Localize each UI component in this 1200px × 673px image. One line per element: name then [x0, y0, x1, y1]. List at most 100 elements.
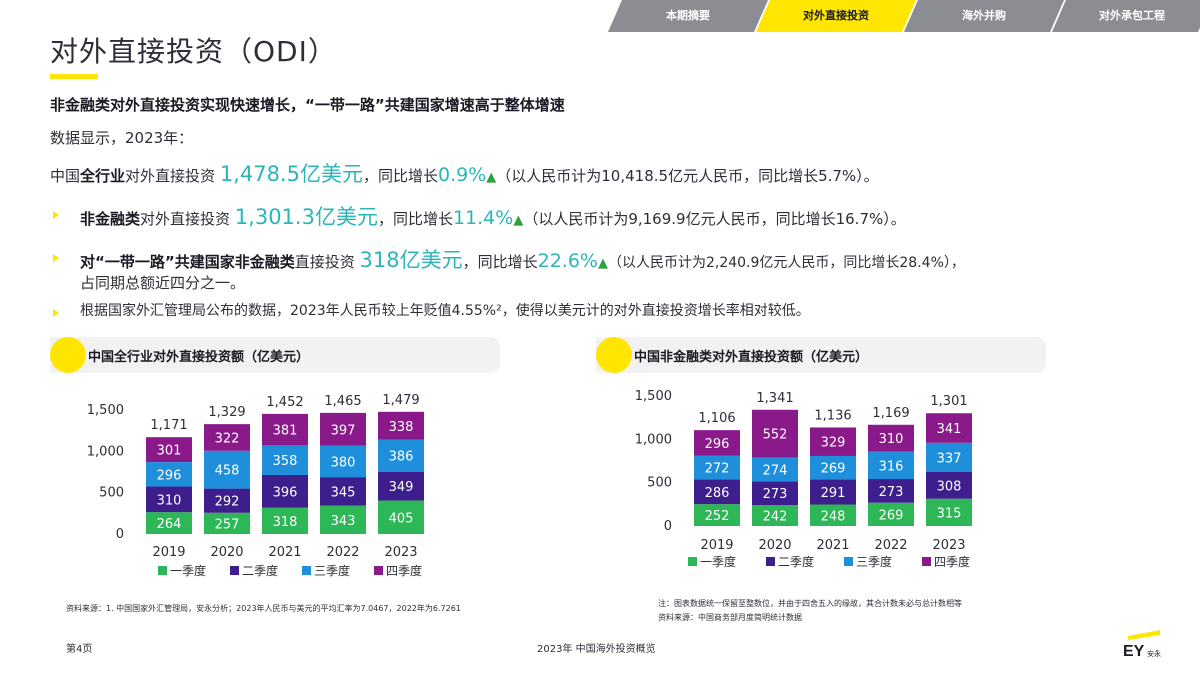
stat-line-belt-road-cont: 占同期总额近四分之一。	[80, 274, 246, 292]
bar-value-label: 358	[273, 454, 298, 469]
bar-value-label: 315	[937, 506, 962, 521]
stat-mid: 直接投资	[294, 253, 360, 271]
logo-subtext: 安永	[1147, 649, 1161, 658]
legend-swatch	[158, 566, 167, 575]
stat-mid: 对外直接投资	[125, 167, 220, 185]
stat-tail: （以人民币计为2,240.9亿元人民币，同比增长28.4%），	[607, 255, 965, 271]
y-tick-label: 1,500	[635, 389, 672, 404]
bar-value-label: 329	[821, 436, 846, 451]
bar-segment-三季度	[926, 442, 972, 473]
bar-segment-一季度	[694, 504, 740, 526]
stat-growth: 11.4%	[452, 207, 514, 229]
stat-bold: 对“一带一路”共建国家非金融类	[80, 253, 295, 271]
bar-value-label: 296	[705, 437, 730, 452]
x-tick-label: 2022	[326, 545, 359, 560]
bar-segment-三季度	[146, 462, 192, 487]
page-title: 对外直接投资（ODI）	[50, 35, 337, 68]
yellow-dot-icon	[596, 337, 632, 373]
stat-growth-prefix: ，同比增长	[377, 210, 453, 228]
bar-segment-一季度	[926, 498, 972, 526]
bar-segment-三季度	[752, 457, 798, 482]
bar-segment-四季度	[694, 430, 740, 456]
legend-label: 三季度	[314, 563, 350, 578]
bar-value-label: 269	[879, 508, 904, 523]
odi-nonfinancial-chart: 0 500 1,000 1,500 252 286 272 296 1,106 2019 242 27…	[635, 389, 972, 569]
bar-value-label: 316	[879, 459, 904, 474]
bullet-icon	[53, 211, 59, 219]
legend-label: 一季度	[700, 554, 736, 569]
bar-value-label: 341	[937, 422, 962, 437]
tab-summary[interactable]: 本期摘要	[608, 0, 768, 32]
bar-segment-三季度	[868, 451, 914, 480]
bar-total-label: 1,465	[324, 394, 361, 409]
bar-total-label: 1,301	[930, 394, 967, 409]
stat-amount: 318亿美元	[359, 248, 463, 272]
stat-line-belt-road: 对“一带一路”共建国家非金融类直接投资 318亿美元，同比增长22.6%▲（以人…	[80, 244, 965, 274]
y-tick-label: 0	[116, 527, 124, 542]
bar-value-label: 248	[821, 509, 846, 524]
bar-value-label: 345	[331, 485, 356, 500]
bar-value-label: 252	[705, 509, 730, 524]
x-tick-label: 2023	[932, 538, 965, 553]
x-tick-label: 2022	[874, 538, 907, 553]
bar-segment-二季度	[868, 479, 914, 503]
stat-prefix: 中国	[50, 167, 81, 185]
bar-value-label: 292	[215, 495, 240, 510]
tab-contracting[interactable]: 对外承包工程	[1052, 0, 1200, 32]
legend-swatch	[230, 566, 239, 575]
intro-text: 数据显示，2023年：	[50, 129, 194, 147]
tab-ma[interactable]: 海外并购	[904, 0, 1064, 32]
bar-segment-四季度	[262, 413, 308, 446]
source-note-right: 资料来源：中国商务部月度简明统计数据	[658, 613, 802, 622]
bar-segment-三季度	[262, 445, 308, 475]
bullet-icon	[53, 254, 59, 262]
bar-value-label: 257	[215, 517, 240, 532]
bar-value-label: 380	[331, 455, 356, 470]
chart-right-header: 中国非金融类对外直接投资额（亿美元）	[596, 337, 1046, 373]
bar-segment-一季度	[204, 512, 250, 534]
note-right: 注：图表数据统一保留至整数位，并由于四舍五入的缘故，其合计数未必与总计数相等	[658, 599, 962, 608]
section-tabs: 本期摘要 对外直接投资 海外并购 对外承包工程	[608, 0, 1200, 32]
legend-swatch	[922, 557, 931, 566]
bar-segment-二季度	[146, 486, 192, 513]
bar-segment-三季度	[320, 445, 366, 478]
bar-total-label: 1,341	[756, 391, 793, 406]
bar-total-label: 1,169	[872, 406, 909, 421]
x-tick-label: 2019	[700, 538, 733, 553]
legend-label: 四季度	[934, 554, 970, 569]
tab-shape	[1052, 0, 1200, 32]
stat-growth: 22.6%	[537, 250, 598, 272]
bar-value-label: 337	[937, 451, 962, 466]
bar-value-label: 405	[389, 511, 414, 526]
bar-segment-四季度	[868, 424, 914, 452]
bar-segment-四季度	[926, 413, 972, 443]
stat-bold: 非金融类	[80, 210, 141, 228]
bar-segment-四季度	[320, 412, 366, 446]
stat-growth-prefix: ，同比增长	[462, 253, 538, 271]
bar-value-label: 338	[389, 420, 414, 435]
bar-total-label: 1,479	[382, 393, 419, 408]
title-underline	[50, 74, 98, 79]
bar-value-label: 274	[763, 463, 788, 478]
bar-value-label: 272	[705, 462, 730, 477]
y-tick-label: 0	[664, 519, 672, 534]
y-tick-label: 1,000	[87, 444, 124, 459]
stat-tail: （以人民币计为9,169.9亿元人民币，同比增长16.7%）。	[523, 210, 906, 228]
tab-odi[interactable]: 对外直接投资	[756, 0, 916, 32]
bar-value-label: 301	[157, 444, 182, 459]
x-tick-label: 2020	[758, 538, 791, 553]
stat-line-nonfinancial: 非金融类对外直接投资 1,301.3亿美元，同比增长11.4%▲（以人民币计为9…	[80, 201, 906, 231]
bar-segment-二季度	[752, 481, 798, 506]
ey-logo-icon: EY 安永	[1123, 630, 1161, 660]
bar-value-label: 273	[879, 485, 904, 500]
bar-value-label: 242	[763, 510, 788, 525]
stat-bold: 全行业	[80, 167, 126, 185]
legend-swatch	[688, 557, 697, 566]
bar-value-label: 296	[157, 468, 182, 483]
x-tick-label: 2023	[384, 545, 417, 560]
bar-segment-一季度	[146, 512, 192, 534]
tab-label: 对外直接投资	[803, 9, 869, 22]
bar-value-label: 269	[821, 462, 846, 477]
logo-text: EY	[1123, 643, 1145, 658]
bar-segment-一季度	[868, 502, 914, 526]
